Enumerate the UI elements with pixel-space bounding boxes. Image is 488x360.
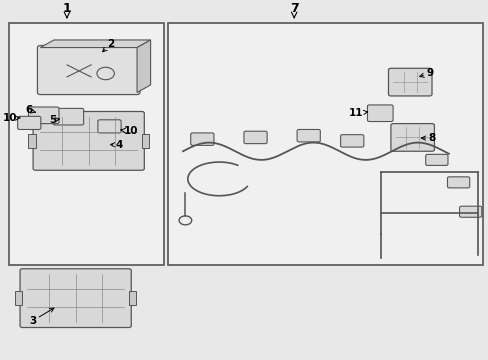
Text: 2: 2 — [102, 39, 114, 52]
Bar — [9, 23, 163, 265]
FancyBboxPatch shape — [447, 177, 469, 188]
Text: 9: 9 — [419, 68, 432, 78]
FancyBboxPatch shape — [33, 112, 144, 170]
FancyBboxPatch shape — [425, 154, 447, 165]
FancyBboxPatch shape — [190, 133, 214, 145]
Bar — [128, 291, 136, 305]
Text: 4: 4 — [110, 140, 122, 150]
Text: 11: 11 — [348, 108, 367, 118]
Text: 10: 10 — [121, 126, 138, 136]
Polygon shape — [41, 40, 150, 48]
Text: 5: 5 — [49, 115, 59, 125]
Text: 7: 7 — [289, 2, 298, 15]
Bar — [15, 291, 22, 305]
FancyBboxPatch shape — [390, 123, 433, 151]
FancyBboxPatch shape — [28, 107, 59, 123]
FancyBboxPatch shape — [98, 120, 121, 133]
FancyBboxPatch shape — [297, 130, 320, 142]
FancyBboxPatch shape — [53, 108, 83, 125]
FancyBboxPatch shape — [387, 68, 431, 96]
Text: 10: 10 — [2, 113, 20, 123]
FancyBboxPatch shape — [366, 105, 392, 122]
Bar — [142, 134, 149, 148]
FancyBboxPatch shape — [18, 116, 41, 130]
Text: 3: 3 — [29, 308, 54, 325]
FancyBboxPatch shape — [459, 206, 481, 217]
FancyBboxPatch shape — [20, 269, 131, 328]
Bar — [28, 134, 36, 148]
FancyBboxPatch shape — [38, 45, 140, 95]
Text: 8: 8 — [421, 133, 435, 143]
Text: 6: 6 — [25, 105, 36, 116]
Bar — [168, 23, 482, 265]
FancyBboxPatch shape — [340, 135, 363, 147]
Polygon shape — [137, 40, 150, 93]
FancyBboxPatch shape — [244, 131, 266, 144]
Text: 1: 1 — [62, 2, 71, 15]
